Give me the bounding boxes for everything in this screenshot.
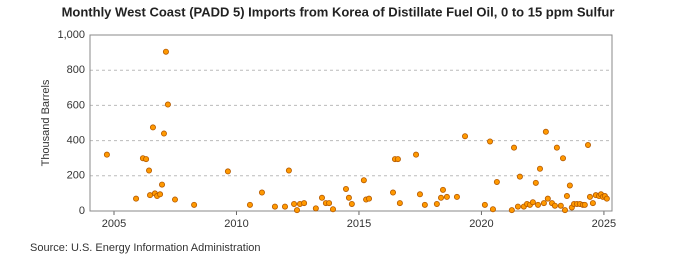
point [103,151,110,158]
point [553,144,560,151]
point [529,199,536,206]
point [159,181,166,188]
point [438,194,445,201]
point [342,185,349,192]
point [535,201,542,208]
point [171,196,178,203]
point [532,179,539,186]
point [345,194,352,201]
point [162,48,169,55]
point [143,156,150,163]
point [557,202,564,209]
point [540,200,547,207]
y-tick-label: 0 [79,205,85,217]
point [462,133,469,140]
point [453,193,460,200]
point [487,138,494,145]
point [560,155,567,162]
point [396,200,403,207]
point [421,201,428,208]
y-tick-label: 200 [67,170,85,182]
point [360,177,367,184]
point [516,173,523,180]
point [603,195,610,202]
y-axis-label: Thousand Barrels [40,79,52,166]
point [443,193,450,200]
point [589,200,596,207]
x-tick-label: 2020 [469,218,493,230]
point [191,201,198,208]
point [133,195,140,202]
point [542,128,549,135]
point [566,182,573,189]
y-tick-label: 600 [67,99,85,111]
point [493,178,500,185]
point [584,141,591,148]
point [329,206,336,213]
point [293,207,300,214]
point [366,195,373,202]
point [586,193,593,200]
y-tick-label: 1,000 [57,29,85,41]
point [508,207,515,214]
point [394,156,401,163]
chart-title: Monthly West Coast (PADD 5) Imports from… [62,4,615,19]
point [563,193,570,200]
x-tick-label: 2005 [102,218,126,230]
point [258,189,265,196]
point [285,167,292,174]
point [246,201,253,208]
point [281,203,288,210]
point [271,203,278,210]
x-tick-label: 2010 [224,218,248,230]
point [301,200,308,207]
point [390,189,397,196]
point [514,203,521,210]
point [544,195,551,202]
source-note: Source: U.S. Energy Information Administ… [30,242,261,254]
x-tick-label: 2015 [347,218,371,230]
point [536,165,543,172]
point [481,201,488,208]
point [157,191,164,198]
point [348,200,355,207]
point [581,201,588,208]
point [149,124,156,131]
point [312,205,319,212]
point [326,200,333,207]
point [433,200,440,207]
point [147,192,154,199]
y-tick-label: 400 [67,135,85,147]
point [291,200,298,207]
x-tick-label: 2025 [592,218,616,230]
point [439,186,446,193]
plot-frame [89,34,613,212]
point [489,206,496,213]
point [551,202,558,209]
y-tick-label: 800 [67,64,85,76]
point [561,207,568,214]
point [160,130,167,137]
point [146,167,153,174]
point [164,101,171,108]
point [318,194,325,201]
point [413,151,420,158]
point [511,144,518,151]
point [224,168,231,175]
point [416,191,423,198]
